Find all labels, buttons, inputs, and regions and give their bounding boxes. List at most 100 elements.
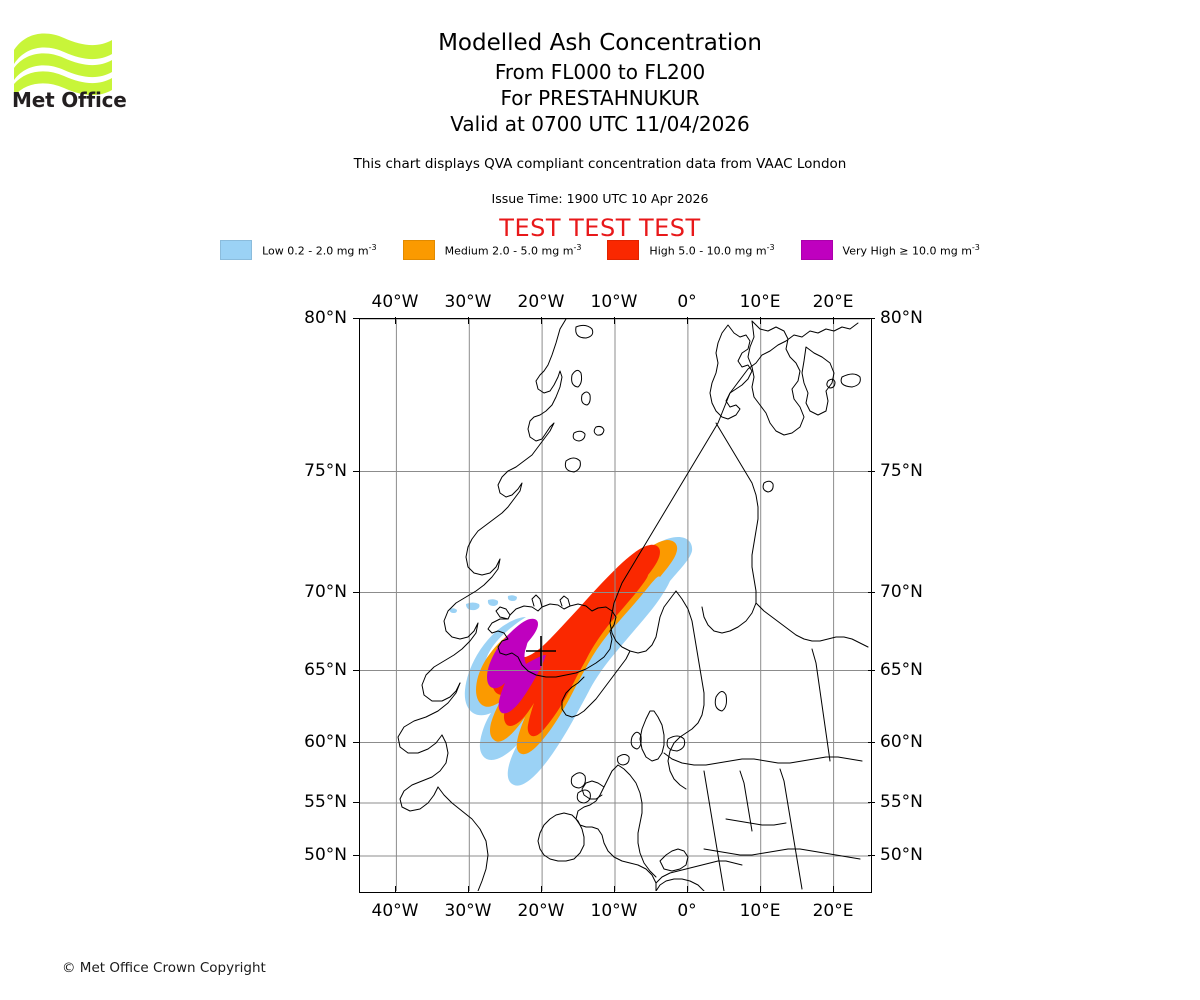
island-skye bbox=[576, 789, 591, 804]
coastline-germany-poland-baltic bbox=[663, 752, 863, 766]
legend-label-very-high: Very High ≥ 10.0 mg m-3 bbox=[842, 242, 980, 258]
coastline-svalbard-main bbox=[747, 320, 805, 436]
tick-bottom-3 bbox=[614, 886, 615, 893]
lon-label-top-40w: 40°W bbox=[371, 292, 419, 312]
map-plot-area bbox=[359, 318, 872, 893]
tick-right-65 bbox=[868, 670, 875, 671]
lat-label-right-75n: 75°N bbox=[880, 461, 923, 481]
iceland-fjord-nw bbox=[495, 606, 511, 620]
concentration-legend: Low 0.2 - 2.0 mg m-3 Medium 2.0 - 5.0 mg… bbox=[0, 240, 1200, 260]
map-graticule bbox=[360, 319, 870, 891]
contour-low-patch-c bbox=[507, 595, 517, 601]
lat-label-left-65n: 65°N bbox=[304, 660, 347, 680]
tick-left-55 bbox=[353, 802, 360, 803]
tick-bottom-6 bbox=[833, 886, 834, 893]
lon-label-bottom-20w: 20°W bbox=[517, 901, 565, 921]
island-shetland bbox=[630, 731, 642, 750]
tick-bottom-2 bbox=[541, 886, 542, 893]
coastline-scotland-west bbox=[581, 780, 605, 800]
tick-right-70 bbox=[868, 592, 875, 593]
coastline-ireland bbox=[537, 812, 585, 862]
greenland-island-a bbox=[575, 324, 594, 339]
lat-label-left-80n: 80°N bbox=[304, 308, 347, 328]
tick-bottom-0 bbox=[395, 886, 396, 893]
bear-island bbox=[762, 480, 774, 493]
tick-top-3 bbox=[614, 317, 615, 324]
lat-label-left-75n: 75°N bbox=[304, 461, 347, 481]
lon-label-top-20e: 20°E bbox=[812, 292, 854, 312]
svalbard-island-a bbox=[840, 373, 861, 388]
test-banner: TEST TEST TEST bbox=[499, 214, 701, 242]
tick-top-4 bbox=[687, 317, 688, 324]
greenland-island-d bbox=[572, 430, 586, 442]
coastline-baltic-east bbox=[755, 602, 869, 648]
tick-right-75 bbox=[868, 471, 875, 472]
tick-top-1 bbox=[468, 317, 469, 324]
greenland-island-f bbox=[564, 457, 581, 473]
tick-left-65 bbox=[353, 670, 360, 671]
coastline-great-britain bbox=[575, 764, 657, 891]
lat-label-left-70n: 70°N bbox=[304, 582, 347, 602]
island-orkney bbox=[617, 754, 630, 766]
copyright-notice: © Met Office Crown Copyright bbox=[62, 960, 266, 976]
tick-bottom-4 bbox=[687, 886, 688, 893]
lon-label-top-10w: 10°W bbox=[590, 292, 638, 312]
page-title: Modelled Ash Concentration bbox=[438, 30, 762, 56]
border-europe-mid-b bbox=[725, 818, 787, 826]
lat-label-right-70n: 70°N bbox=[880, 582, 923, 602]
lat-label-left-55n: 55°N bbox=[304, 792, 347, 812]
legend-swatch-high bbox=[607, 240, 640, 260]
tick-bottom-1 bbox=[468, 886, 469, 893]
tick-top-5 bbox=[760, 317, 761, 324]
lon-label-bottom-40w: 40°W bbox=[371, 901, 419, 921]
legend-label-high: High 5.0 - 10.0 mg m-3 bbox=[649, 242, 775, 258]
coastline-europe-nw bbox=[655, 860, 743, 884]
coastline-iceland bbox=[487, 603, 617, 678]
coastline-finland bbox=[701, 422, 759, 634]
lat-label-right-65n: 65°N bbox=[880, 660, 923, 680]
title-block: Modelled Ash Concentration From FL000 to… bbox=[0, 28, 1200, 137]
lat-label-right-55n: 55°N bbox=[880, 792, 923, 812]
tick-bottom-5 bbox=[760, 886, 761, 893]
greenland-island-c bbox=[581, 391, 591, 406]
tick-left-70 bbox=[353, 592, 360, 593]
border-baltic-states bbox=[811, 648, 831, 762]
svalbard-island-b bbox=[826, 378, 836, 389]
lon-label-top-10e: 10°E bbox=[739, 292, 781, 312]
coastline-svalbard-east bbox=[801, 346, 835, 416]
contour-low-patch-b bbox=[487, 599, 499, 606]
volcano-source-marker bbox=[526, 636, 556, 666]
tick-right-80 bbox=[868, 318, 875, 319]
lon-label-bottom-0: 0° bbox=[677, 901, 697, 921]
lon-label-bottom-10e: 10°E bbox=[739, 901, 781, 921]
legend-label-medium: Medium 2.0 - 5.0 mg m-3 bbox=[444, 242, 582, 258]
legend-swatch-very-high bbox=[800, 240, 833, 260]
border-france-belgium bbox=[655, 878, 705, 891]
met-office-waves-logo bbox=[12, 22, 132, 117]
contour-low-patch-a bbox=[466, 602, 480, 611]
greenland-island-b bbox=[571, 369, 583, 388]
contour-very-high bbox=[487, 618, 546, 714]
coastline-norway-fjords bbox=[561, 650, 631, 718]
legend-label-low: Low 0.2 - 2.0 mg m-3 bbox=[262, 242, 377, 258]
iceland-fjord-ne bbox=[559, 595, 571, 607]
tick-left-60 bbox=[353, 742, 360, 743]
tick-right-60 bbox=[868, 742, 875, 743]
lat-label-left-60n: 60°N bbox=[304, 732, 347, 752]
tick-right-50 bbox=[868, 855, 875, 856]
volcano-name: For PRESTAHNUKUR bbox=[500, 86, 700, 110]
island-zealand bbox=[666, 735, 686, 752]
coastline-svalbard-west bbox=[709, 324, 753, 420]
coastline-greenland-lobe bbox=[397, 682, 461, 754]
border-germany-inner bbox=[703, 770, 725, 891]
iceland-fjord-n bbox=[531, 594, 543, 608]
tick-top-2 bbox=[541, 317, 542, 324]
issue-time: Issue Time: 1900 UTC 10 Apr 2026 bbox=[491, 191, 709, 206]
lon-label-bottom-20e: 20°E bbox=[812, 901, 854, 921]
coastline-sweden-east bbox=[667, 590, 705, 790]
legend-swatch-low bbox=[220, 240, 253, 260]
contour-low-patch-d bbox=[449, 608, 457, 613]
island-gotland bbox=[714, 691, 727, 712]
greenland-island-e bbox=[593, 425, 605, 436]
tick-top-0 bbox=[395, 317, 396, 324]
